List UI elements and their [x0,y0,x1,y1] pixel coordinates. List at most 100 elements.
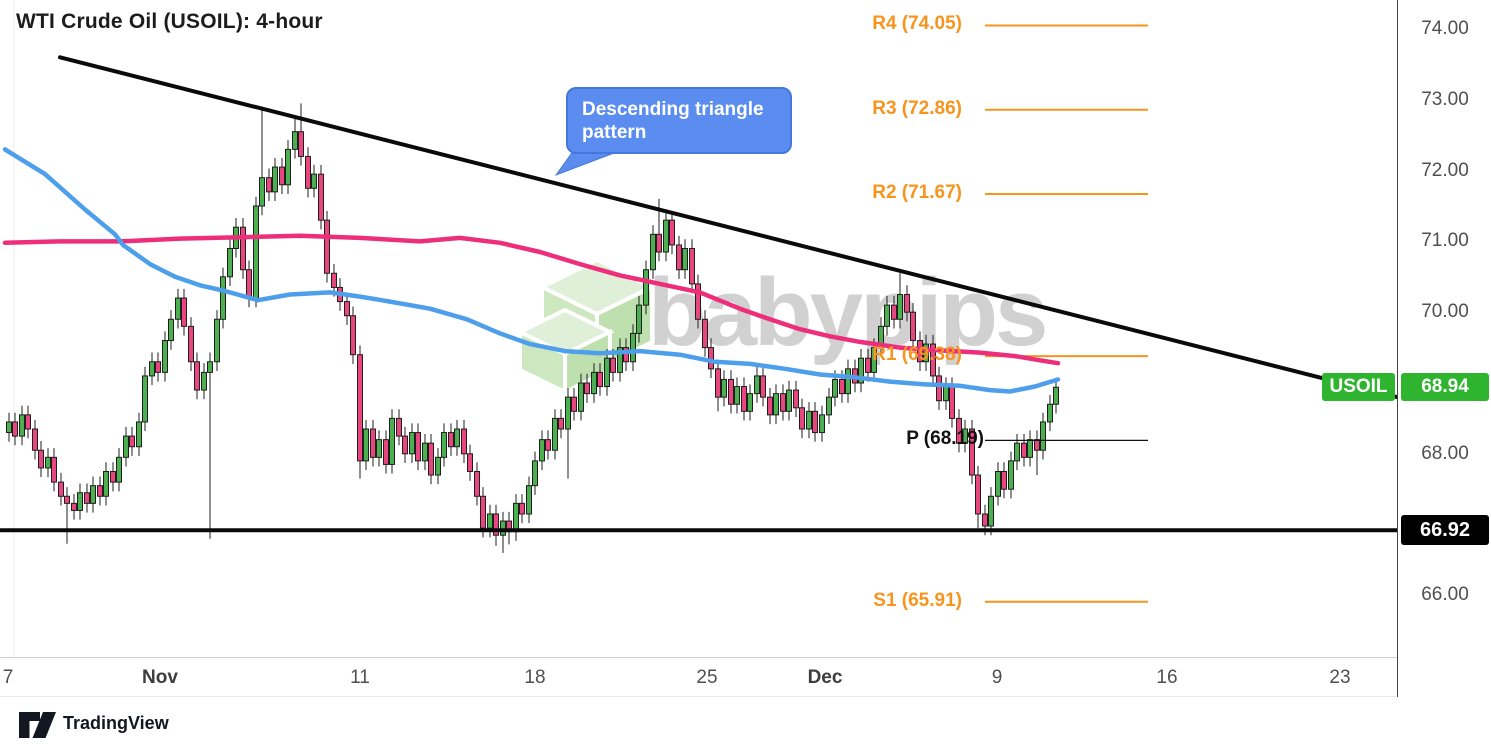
candle-body [545,439,551,451]
candle-body [441,432,447,458]
candle-body [532,460,538,487]
candle-body [897,294,903,320]
candle-body [891,304,897,320]
candle-body [298,131,304,157]
candle-body [77,492,83,511]
candle-body [311,173,317,189]
candle-body [227,247,233,278]
time-axis-label: 11 [350,667,370,688]
candle-body [1014,442,1020,462]
candle-body [402,435,408,455]
candle-body [389,417,395,465]
candle-body [650,233,656,271]
candle-body [6,421,12,434]
candle-body [617,347,623,373]
candle-body [995,471,1001,497]
candle-body [845,368,851,395]
candle-body [1053,386,1059,405]
candle-body [969,428,975,476]
time-axis-label: 16 [1156,667,1178,688]
candle-body [201,371,207,391]
babypips-watermark: babypips [520,257,1048,392]
candle-body [331,272,337,288]
candle-body [435,456,441,476]
candle-body [597,371,603,388]
candle-body [350,315,356,356]
tradingview-logo-text[interactable]: TradingView [63,713,169,733]
candle-body [558,417,564,430]
callout-text: Descending triangle pattern [582,99,764,143]
candle-body [415,432,421,462]
candle-body [812,410,818,434]
candle-body [988,495,994,527]
candle-body [747,393,753,412]
candle-body [656,233,662,253]
price-tick-label: 68.00 [1421,442,1469,464]
candle-body [773,393,779,416]
candle-body [493,513,499,536]
candle-body [1027,439,1033,458]
time-axis-label: 7 [2,667,14,688]
candle-body [565,396,571,430]
cube-front [520,307,615,392]
candle-body [64,495,70,504]
candle-body [383,439,389,465]
candle-body [663,219,669,253]
time-axis[interactable]: 7 Nov 11 18 25 Dec 9 16 23 [0,657,1491,697]
price-axis[interactable]: 74.00 73.00 72.00 71.00 70.00 68.00 66.00 68.9… [1397,0,1491,697]
price-tick-label: 72.00 [1421,159,1469,181]
time-axis-label: 9 [991,667,1003,688]
candle-body [51,456,57,483]
candle-body [760,375,766,398]
tradingview-logo-icon[interactable] [17,709,61,739]
price-tick-label: 66.00 [1421,584,1469,606]
chart-canvas[interactable] [0,0,1397,657]
candle-body [799,407,805,430]
pattern-callout[interactable]: Descending triangle pattern [566,87,792,154]
candle-body [123,435,129,458]
candle-body [500,520,506,536]
candle-body [279,166,285,186]
candle-body [487,513,493,529]
candle-body [461,428,467,455]
time-axis-label: 23 [1329,667,1351,688]
candle-body [949,386,955,419]
candle-body [910,311,916,342]
candle-body [975,474,981,515]
candle-body [689,247,695,285]
candle-body [188,325,194,363]
candle-body [734,386,740,405]
candle-body [878,325,884,349]
candle-body [930,343,936,377]
candle-body [240,226,246,271]
candle-body [480,495,486,529]
candle-body [12,421,18,437]
candle-body [318,173,324,221]
candle-body [32,428,38,451]
candle-body [702,318,708,349]
candle-body [71,502,77,511]
pink-ma [2,233,1061,366]
candle-body [839,378,845,395]
candle-body [259,177,265,207]
candle-body [454,428,460,448]
time-axis-label: 18 [524,667,546,688]
candle-body [142,375,148,423]
candle-body [741,386,747,412]
candle-body [806,410,812,430]
candle-body [19,414,25,437]
candle-body [728,378,734,405]
price-chart-pane[interactable]: babypips R4 (74.05) R3 (72.86) R2 (71.67) R… [0,0,1397,657]
candle-body [214,318,220,363]
candle-body [370,428,376,458]
footer-bar: TradingView [0,698,1491,751]
candle-body [591,371,597,395]
time-axis-label: 25 [696,667,718,688]
candle-body [721,378,727,398]
candle-body [904,294,910,313]
candle-body [1040,421,1046,451]
candle-body [110,471,116,483]
candle-body [526,485,532,515]
candle-body [832,378,838,398]
